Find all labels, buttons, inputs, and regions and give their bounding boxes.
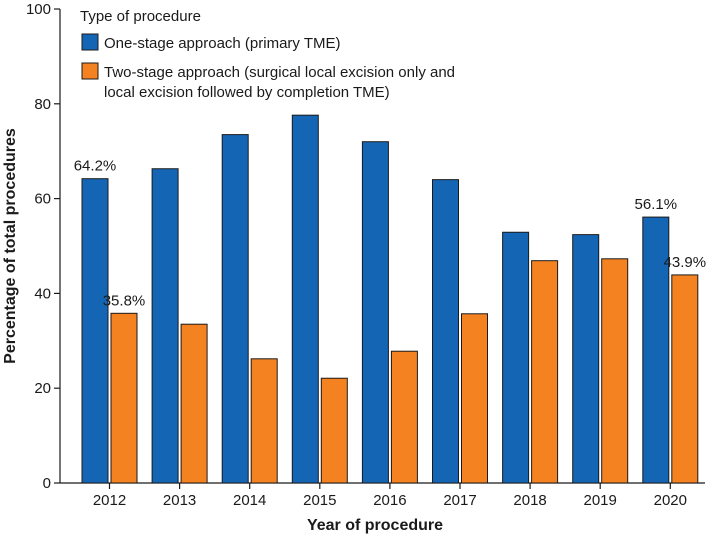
data-label: 43.9% bbox=[664, 254, 707, 271]
y-axis: 0 20 40 60 80 100 bbox=[26, 1, 61, 492]
x-tick-label: 2013 bbox=[163, 492, 196, 509]
legend: Type of procedure One-stage approach (pr… bbox=[80, 8, 455, 101]
bar-two-stage-2014 bbox=[250, 358, 278, 484]
bar-two-stage-2018 bbox=[531, 260, 559, 484]
bar-one-stage-2014 bbox=[221, 134, 249, 484]
y-axis-title: Percentage of total procedures bbox=[2, 128, 19, 364]
legend-label-two-stage-line2: local excision followed by completion TM… bbox=[104, 84, 390, 101]
bar-two-stage-2015 bbox=[320, 377, 348, 484]
bar-one-stage-2018 bbox=[502, 231, 530, 484]
x-tick-label: 2015 bbox=[303, 492, 336, 509]
y-tick-label: 60 bbox=[34, 191, 51, 208]
x-tick-label: 2012 bbox=[93, 492, 126, 509]
bar-two-stage-2016 bbox=[390, 350, 418, 484]
x-axis-title: Year of procedure bbox=[307, 517, 443, 534]
legend-swatch-one-stage bbox=[81, 33, 99, 51]
y-tick-label: 20 bbox=[34, 380, 51, 397]
x-axis: 2012 2013 2014 2015 2016 2017 2018 2019 2020 bbox=[60, 482, 705, 509]
x-tick-label: 2020 bbox=[654, 492, 687, 509]
y-tick-label: 0 bbox=[43, 475, 51, 492]
x-tick-label: 2018 bbox=[513, 492, 546, 509]
bar-one-stage-2016 bbox=[361, 141, 389, 484]
y-tick-label: 40 bbox=[34, 285, 51, 302]
y-tick-label: 80 bbox=[34, 96, 51, 113]
bar-two-stage-2013 bbox=[180, 323, 208, 484]
bar-two-stage-2019 bbox=[601, 258, 629, 484]
bar-one-stage-2012 bbox=[81, 178, 109, 484]
data-label: 56.1% bbox=[635, 196, 678, 213]
y-tick-label: 100 bbox=[26, 1, 51, 18]
bar-one-stage-2020 bbox=[642, 216, 670, 484]
legend-label-two-stage-line1: Two-stage approach (surgical local excis… bbox=[104, 64, 455, 81]
x-tick-label: 2017 bbox=[443, 492, 476, 509]
legend-label-one-stage: One-stage approach (primary TME) bbox=[104, 35, 340, 52]
bar-two-stage-2017 bbox=[461, 313, 488, 484]
data-labels: 64.2% 35.8% 56.1% 43.9% bbox=[74, 158, 706, 310]
bar-one-stage-2017 bbox=[432, 179, 459, 484]
bar-one-stage-2015 bbox=[291, 114, 319, 484]
x-tick-label: 2016 bbox=[373, 492, 406, 509]
bar-one-stage-2013 bbox=[151, 168, 179, 484]
legend-title: Type of procedure bbox=[80, 8, 201, 25]
x-tick-label: 2014 bbox=[233, 492, 266, 509]
x-tick-label: 2019 bbox=[584, 492, 617, 509]
data-label: 64.2% bbox=[74, 158, 117, 175]
bar-two-stage-2020 bbox=[671, 274, 699, 484]
data-label: 35.8% bbox=[103, 292, 146, 309]
bars bbox=[81, 114, 699, 484]
bar-one-stage-2019 bbox=[572, 234, 600, 484]
legend-swatch-two-stage bbox=[81, 62, 99, 80]
bar-two-stage-2012 bbox=[110, 312, 138, 484]
